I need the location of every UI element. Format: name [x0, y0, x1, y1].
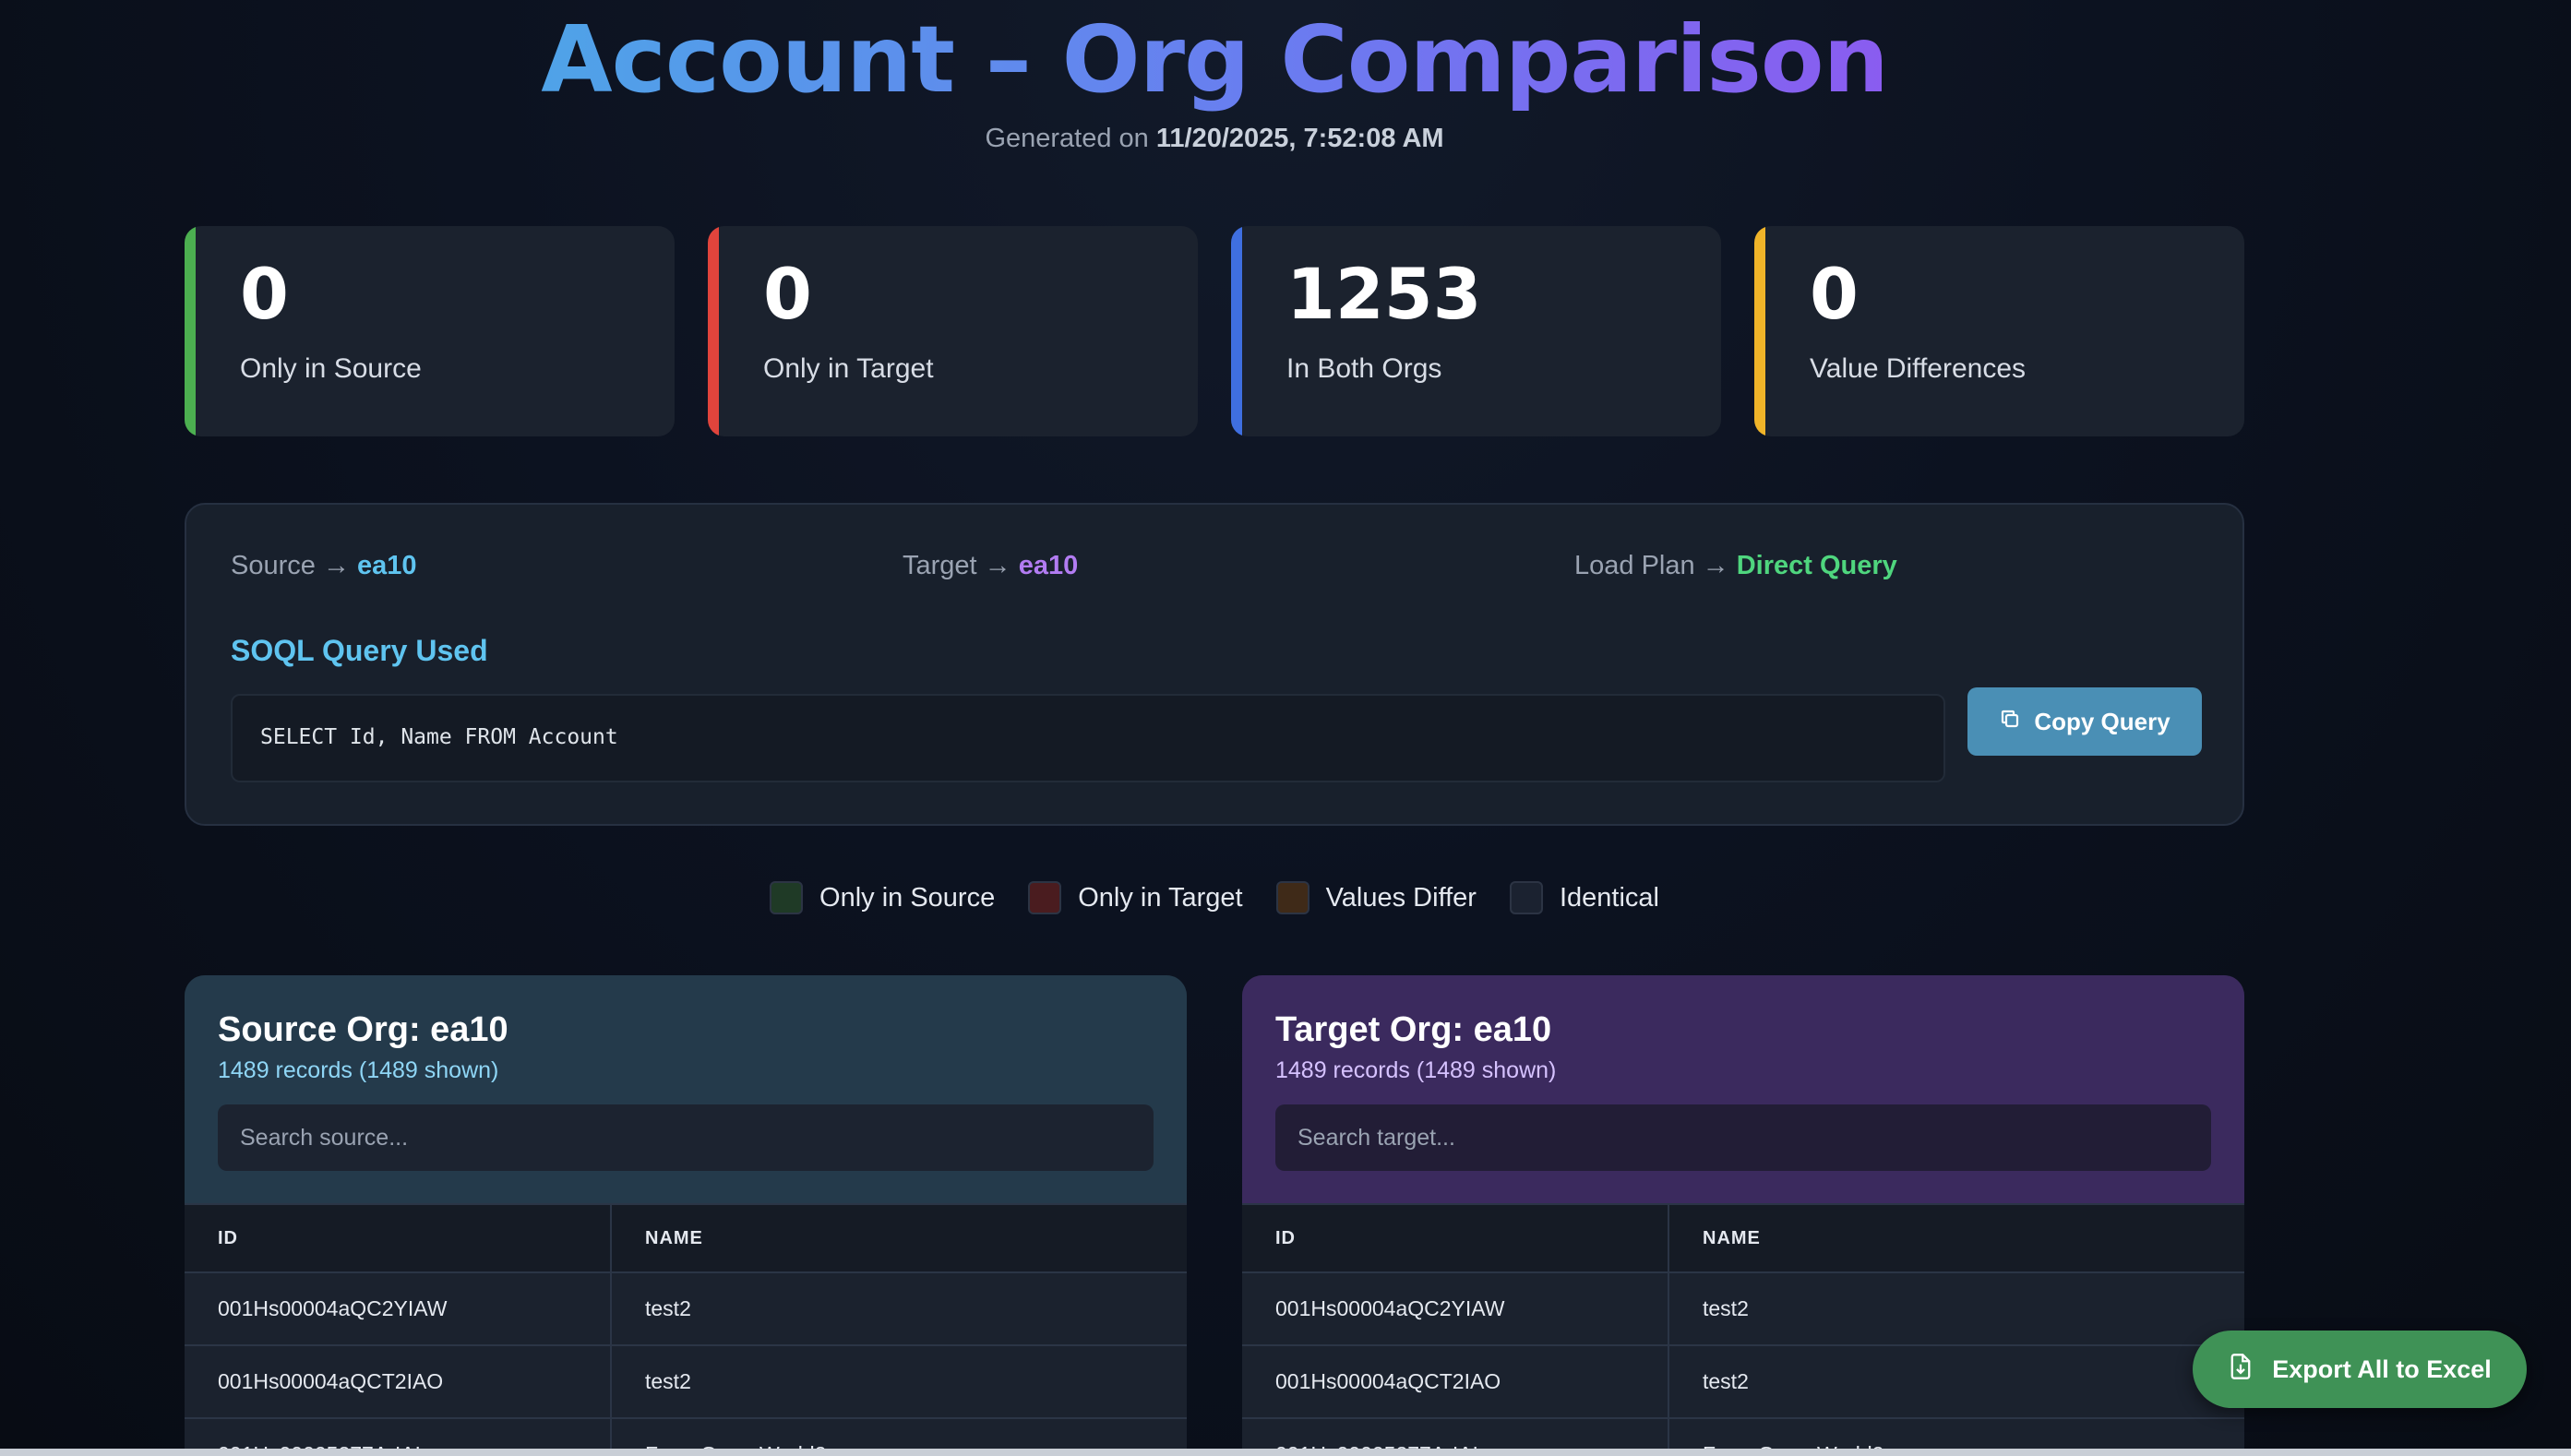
target-search-input[interactable] [1275, 1104, 2211, 1171]
source-record-count: 1489 records (1489 shown) [218, 1057, 499, 1083]
column-header-id[interactable]: ID [185, 1203, 612, 1273]
cell-name: test2 [611, 1345, 1187, 1419]
table-row[interactable]: 001Hs00004aQCT2IAO test2 [1242, 1345, 2244, 1419]
load-plan-value: Direct Query [1736, 551, 1897, 580]
query-info-panel: Source → ea10 Target → ea10 Load Plan → … [185, 503, 2244, 826]
legend-item-values-differ: Values Differ [1275, 881, 1477, 914]
stat-card-value-differences: 0 Value Differences [1754, 226, 2244, 436]
window-bottom-edge [0, 1449, 2571, 1456]
cell-id: 001Hs00004aQCT2IAO [1242, 1345, 1669, 1419]
export-to-excel-button[interactable]: Export All to Excel [2193, 1331, 2527, 1408]
cell-name: test2 [1668, 1345, 2244, 1419]
target-meta-label: Target → [903, 551, 1011, 580]
table-header-row: ID NAME [1242, 1203, 2244, 1273]
generated-timestamp: Generated on 11/20/2025, 7:52:08 AM [0, 124, 2429, 154]
table-row[interactable]: 001Hs00004aQC2YIAW test2 [185, 1272, 1187, 1346]
column-header-name[interactable]: NAME [1668, 1203, 2244, 1273]
export-label: Export All to Excel [2272, 1355, 2492, 1383]
target-org-panel: Target Org: ea10 1489 records (1489 show… [1242, 975, 2244, 1456]
legend-swatch [1028, 881, 1062, 914]
stat-label: In Both Orgs [1286, 353, 1442, 384]
stat-value: 0 [240, 253, 289, 335]
legend-item-identical: Identical [1509, 881, 1659, 914]
table-row[interactable]: 001Hs00004aQCT2IAO test2 [185, 1345, 1187, 1419]
target-panel-header: Target Org: ea10 1489 records (1489 show… [1242, 975, 2244, 1203]
legend-label: Only in Source [819, 882, 996, 913]
legend-item-only-in-source: Only in Source [770, 881, 995, 914]
stat-value: 0 [763, 253, 812, 335]
stat-card-in-both-orgs: 1253 In Both Orgs [1231, 226, 1721, 436]
legend-swatch [1275, 881, 1309, 914]
stats-row: 0 Only in Source 0 Only in Target 1253 I… [185, 226, 2244, 436]
soql-section-title: SOQL Query Used [231, 634, 488, 667]
table-header-row: ID NAME [185, 1203, 1187, 1273]
table-row[interactable]: 001Hs00004aQC2YIAW test2 [1242, 1272, 2244, 1346]
copy-icon [1999, 708, 2021, 736]
file-download-icon [2228, 1353, 2254, 1387]
stat-card-only-in-source: 0 Only in Source [185, 226, 675, 436]
source-org-panel: Source Org: ea10 1489 records (1489 show… [185, 975, 1187, 1456]
stat-accent-bar [185, 226, 196, 436]
generated-date: 11/20/2025, 7:52:08 AM [1155, 124, 1444, 153]
source-meta-label: Source → [231, 551, 350, 580]
stat-label: Value Differences [1810, 353, 2027, 384]
source-panel-title: Source Org: ea10 [218, 1010, 508, 1049]
cell-id: 001Hs00004aQCT2IAO [185, 1345, 612, 1419]
legend-label: Only in Target [1078, 882, 1243, 913]
legend-label: Values Differ [1325, 882, 1477, 913]
legend: Only in Source Only in Target Values Dif… [0, 881, 2429, 914]
target-records-table: ID NAME 001Hs00004aQC2YIAW test2 001Hs00… [1242, 1203, 2244, 1456]
stat-accent-bar [708, 226, 719, 436]
generated-prefix: Generated on [985, 124, 1149, 153]
stat-accent-bar [1231, 226, 1242, 436]
cell-id: 001Hs00004aQC2YIAW [185, 1272, 612, 1346]
source-search-input[interactable] [218, 1104, 1154, 1171]
soql-query-box[interactable]: SELECT Id, Name FROM Account [231, 694, 1945, 782]
target-record-count: 1489 records (1489 shown) [1275, 1057, 1557, 1083]
legend-swatch [1509, 881, 1543, 914]
legend-swatch [770, 881, 804, 914]
stat-value: 1253 [1286, 253, 1482, 335]
column-header-name[interactable]: NAME [611, 1203, 1187, 1273]
column-header-id[interactable]: ID [1242, 1203, 1669, 1273]
stat-label: Only in Source [240, 353, 422, 384]
legend-item-only-in-target: Only in Target [1028, 881, 1243, 914]
copy-query-label: Copy Query [2034, 707, 2170, 735]
load-plan-label: Load Plan → [1574, 551, 1729, 580]
target-org-meta: Target → ea10 [903, 551, 1078, 581]
cell-id: 001Hs00004aQC2YIAW [1242, 1272, 1669, 1346]
stat-accent-bar [1754, 226, 1765, 436]
page-title: Account – Org Comparison [541, 6, 1889, 113]
legend-label: Identical [1559, 882, 1659, 913]
source-panel-header: Source Org: ea10 1489 records (1489 show… [185, 975, 1187, 1203]
stat-label: Only in Target [763, 353, 934, 384]
stat-card-only-in-target: 0 Only in Target [708, 226, 1198, 436]
stat-value: 0 [1810, 253, 1859, 335]
cell-name: test2 [1668, 1272, 2244, 1346]
source-meta-value: ea10 [357, 551, 417, 580]
target-meta-value: ea10 [1018, 551, 1079, 580]
source-records-table: ID NAME 001Hs00004aQC2YIAW test2 001Hs00… [185, 1203, 1187, 1456]
source-org-meta: Source → ea10 [231, 551, 417, 581]
cell-name: test2 [611, 1272, 1187, 1346]
copy-query-button[interactable]: Copy Query [1967, 687, 2202, 756]
target-panel-title: Target Org: ea10 [1275, 1010, 1552, 1049]
load-plan-meta: Load Plan → Direct Query [1574, 551, 1897, 581]
